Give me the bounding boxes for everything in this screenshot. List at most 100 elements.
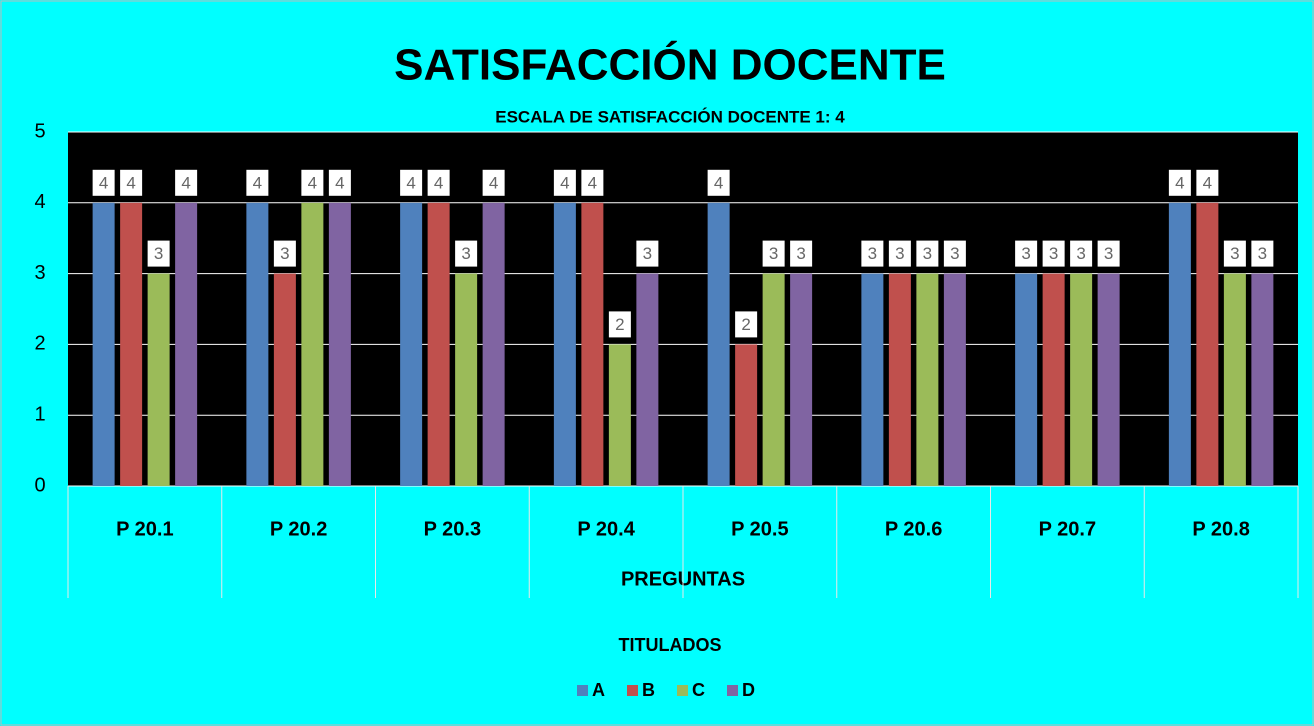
- bar: [762, 273, 785, 486]
- x-tick-label: P 20.5: [731, 518, 788, 540]
- data-label-box: [762, 240, 785, 267]
- data-label-box: [1223, 240, 1246, 267]
- data-label: 3: [950, 244, 959, 263]
- data-label: 4: [335, 173, 344, 192]
- legend-swatch: [627, 685, 638, 696]
- plot-area: [68, 132, 1298, 486]
- bar: [888, 273, 911, 486]
- bar: [861, 273, 884, 486]
- data-label: 3: [280, 244, 289, 263]
- bar: [400, 202, 423, 487]
- data-label-box: [273, 240, 296, 267]
- data-label-box: [455, 240, 478, 267]
- data-label-box: [301, 169, 324, 196]
- legend-label: D: [742, 680, 755, 700]
- bar: [1168, 202, 1191, 487]
- data-label-box: [790, 240, 813, 267]
- data-label: 4: [406, 173, 415, 192]
- data-label-box: [1042, 240, 1065, 267]
- data-label: 4: [560, 173, 569, 192]
- y-tick-label: 5: [34, 120, 45, 142]
- y-tick-label: 1: [34, 403, 45, 425]
- bar: [455, 273, 478, 486]
- bar: [92, 202, 115, 487]
- bar: [1070, 273, 1093, 486]
- data-label: 3: [461, 244, 470, 263]
- data-label-box: [246, 169, 269, 196]
- data-label: 3: [895, 244, 904, 263]
- x-tick-label: P 20.1: [116, 518, 173, 540]
- y-tick-label: 3: [34, 262, 45, 284]
- data-label: 3: [1049, 244, 1058, 263]
- legend-label: B: [642, 680, 655, 700]
- data-label: 3: [1021, 244, 1030, 263]
- bar: [1042, 273, 1065, 486]
- x-tick-label: P 20.2: [270, 518, 327, 540]
- bar: [943, 273, 966, 486]
- bar: [1223, 273, 1246, 486]
- data-label: 4: [1203, 173, 1212, 192]
- legend-label: C: [692, 680, 705, 700]
- bar: [427, 202, 450, 487]
- data-label: 2: [615, 315, 624, 334]
- bar: [147, 273, 170, 486]
- data-label-box: [553, 169, 576, 196]
- data-label: 4: [434, 173, 443, 192]
- data-label-box: [120, 169, 143, 196]
- data-label: 4: [99, 173, 108, 192]
- data-label: 3: [769, 244, 778, 263]
- data-label: 4: [253, 173, 262, 192]
- legend-label: A: [592, 680, 605, 700]
- data-label-box: [1070, 240, 1093, 267]
- data-label-box: [92, 169, 115, 196]
- data-label-box: [1168, 169, 1191, 196]
- x-tick-label: P 20.3: [424, 518, 481, 540]
- data-label-box: [175, 169, 198, 196]
- bar: [328, 202, 351, 487]
- bar: [636, 273, 659, 486]
- data-label: 3: [1258, 244, 1267, 263]
- data-label-box: [581, 169, 604, 196]
- data-label: 4: [181, 173, 190, 192]
- data-label-box: [1097, 240, 1120, 267]
- data-label: 3: [868, 244, 877, 263]
- bar: [608, 344, 631, 486]
- data-label-box: [735, 311, 758, 338]
- bar: [273, 273, 296, 486]
- data-label-box: [427, 169, 450, 196]
- data-label-box: [608, 311, 631, 338]
- data-label: 3: [923, 244, 932, 263]
- data-label: 4: [489, 173, 498, 192]
- data-label: 4: [308, 173, 317, 192]
- bar: [301, 202, 324, 487]
- data-label-box: [943, 240, 966, 267]
- bar: [120, 202, 143, 487]
- bar: [1097, 273, 1120, 486]
- y-tick-label: 0: [34, 474, 45, 496]
- data-label-box: [1015, 240, 1038, 267]
- y-tick-label: 2: [34, 333, 45, 355]
- legend-title: TITULADOS: [619, 635, 722, 655]
- data-label: 4: [588, 173, 597, 192]
- data-label-box: [400, 169, 423, 196]
- bar: [246, 202, 269, 487]
- data-label-box: [482, 169, 505, 196]
- data-label: 3: [1076, 244, 1085, 263]
- x-tick-label: P 20.4: [577, 518, 635, 540]
- bar: [581, 202, 604, 487]
- data-label-box: [1196, 169, 1219, 196]
- data-label-box: [636, 240, 659, 267]
- x-tick-label: P 20.7: [1039, 518, 1096, 540]
- x-tick-label: P 20.8: [1192, 518, 1249, 540]
- data-label: 4: [126, 173, 135, 192]
- data-label-box: [707, 169, 730, 196]
- bar: [553, 202, 576, 487]
- legend-swatch: [727, 685, 738, 696]
- bar: [1015, 273, 1038, 486]
- bar: [707, 202, 730, 487]
- data-label: 3: [1230, 244, 1239, 263]
- data-label-box: [888, 240, 911, 267]
- data-label: 3: [643, 244, 652, 263]
